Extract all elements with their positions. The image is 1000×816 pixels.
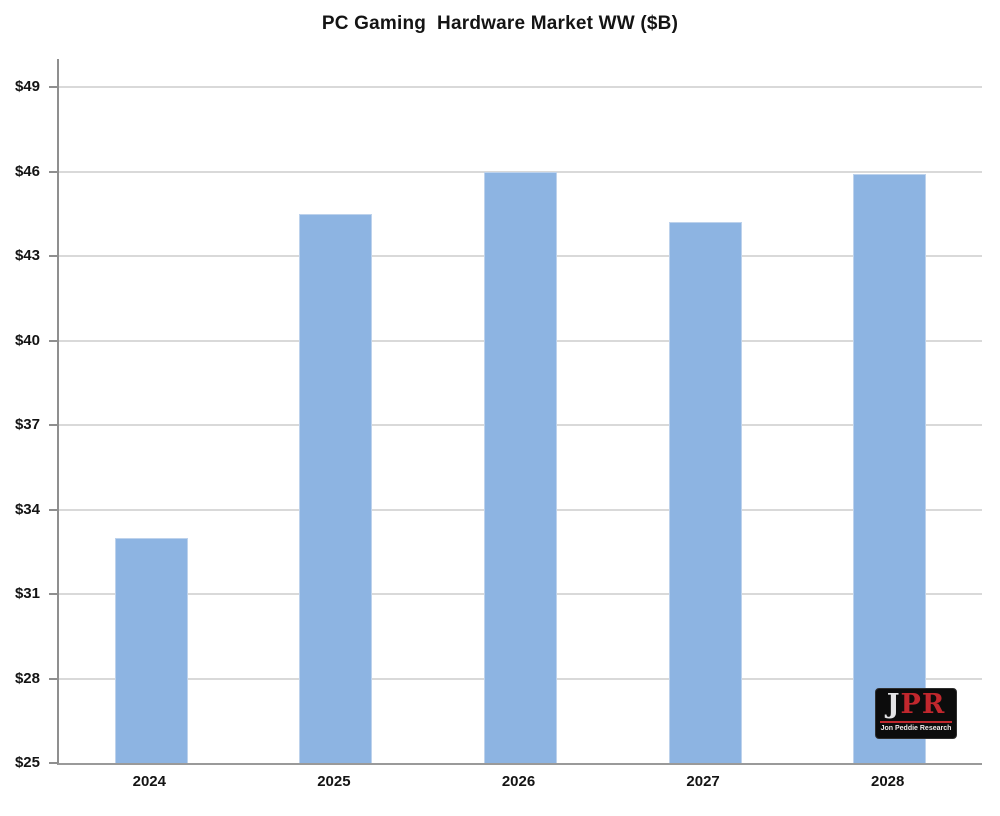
jpr-logo: JPR Jon Peddie Research bbox=[875, 688, 957, 739]
y-tick-43 bbox=[49, 255, 57, 258]
x-axis-label-2028: 2028 bbox=[871, 773, 905, 790]
y-tick-46 bbox=[49, 170, 57, 173]
y-axis-label-43: $43 bbox=[14, 247, 40, 265]
gridline-49 bbox=[59, 86, 982, 89]
y-axis-label-37: $37 bbox=[14, 416, 40, 434]
jpr-logo-letters-pr: PR bbox=[900, 689, 946, 720]
x-axis-label-2024: 2024 bbox=[132, 773, 166, 790]
y-axis-label-25: $25 bbox=[14, 754, 40, 771]
y-axis-label-28: $28 bbox=[14, 669, 40, 687]
x-axis-label-2025: 2025 bbox=[317, 773, 351, 790]
x-axis-label-2027: 2027 bbox=[686, 773, 720, 790]
jpr-logo-letter-j: J bbox=[886, 689, 901, 720]
jpr-logo-text: JPR bbox=[876, 689, 956, 721]
jpr-logo-divider bbox=[880, 721, 952, 723]
chart-title: PC Gaming Hardware Market WW ($B) bbox=[321, 13, 679, 34]
y-tick-49 bbox=[49, 86, 57, 89]
y-axis-label-49: $49 bbox=[14, 78, 40, 96]
bar-2028 bbox=[853, 174, 927, 763]
jpr-logo-subtext: Jon Peddie Research bbox=[880, 725, 952, 732]
y-tick-37 bbox=[49, 424, 57, 427]
plot-area bbox=[57, 59, 982, 765]
bar-2027 bbox=[668, 222, 742, 763]
y-axis-label-46: $46 bbox=[14, 162, 40, 180]
x-axis-label-2026: 2026 bbox=[501, 773, 536, 790]
y-tick-31 bbox=[49, 593, 57, 596]
bar-2025 bbox=[299, 213, 373, 763]
y-tick-25 bbox=[49, 762, 57, 764]
y-tick-40 bbox=[49, 339, 57, 342]
y-axis-label-31: $31 bbox=[14, 585, 40, 603]
y-axis-label-40: $40 bbox=[14, 331, 40, 349]
y-tick-28 bbox=[49, 677, 57, 680]
y-axis-label-34: $34 bbox=[14, 500, 40, 518]
bar-2026 bbox=[484, 171, 557, 763]
bar-2024 bbox=[114, 537, 188, 763]
y-tick-34 bbox=[49, 508, 57, 511]
